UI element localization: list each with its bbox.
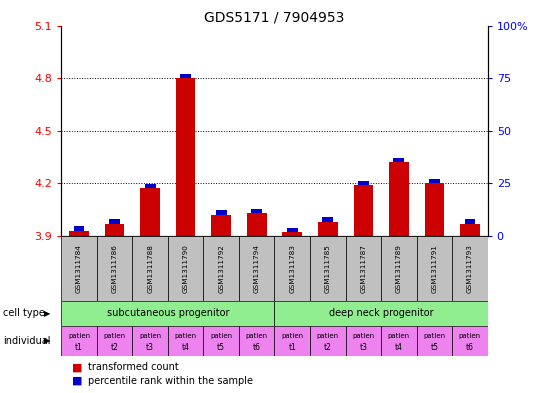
Bar (353, 185, 373, 236)
Text: patien: patien (210, 332, 232, 339)
Bar (132, 236, 168, 301)
Bar (239, 326, 274, 356)
Text: t1: t1 (288, 343, 296, 352)
Bar (176, 78, 196, 236)
Bar (69, 231, 89, 236)
Text: patien: patien (103, 332, 126, 339)
Bar (61, 326, 97, 356)
Bar (345, 326, 381, 356)
Bar (97, 236, 132, 301)
Text: GSM1311791: GSM1311791 (431, 244, 438, 293)
Bar (74, 226, 84, 231)
Bar (318, 222, 337, 236)
Bar (61, 301, 274, 326)
Bar (140, 189, 160, 236)
Text: t3: t3 (359, 343, 367, 352)
Text: t2: t2 (111, 343, 118, 352)
Bar (61, 236, 97, 301)
Bar (393, 158, 404, 162)
Bar (204, 236, 239, 301)
Bar (239, 236, 274, 301)
Bar (358, 181, 369, 185)
Text: t1: t1 (75, 343, 83, 352)
Text: patien: patien (317, 332, 339, 339)
Bar (109, 219, 120, 224)
Bar (216, 210, 227, 215)
Text: t5: t5 (217, 343, 225, 352)
Text: patien: patien (139, 332, 161, 339)
Bar (132, 326, 168, 356)
Text: GSM1311790: GSM1311790 (183, 244, 189, 293)
Bar (429, 179, 440, 183)
Text: GSM1311792: GSM1311792 (218, 244, 224, 293)
Text: GSM1311793: GSM1311793 (467, 244, 473, 293)
Bar (212, 215, 231, 236)
Bar (345, 236, 381, 301)
Bar (381, 236, 417, 301)
Text: patien: patien (352, 332, 374, 339)
Text: patien: patien (175, 332, 197, 339)
Text: t6: t6 (253, 343, 261, 352)
Bar (287, 228, 297, 232)
Text: ▶: ▶ (44, 309, 50, 318)
Bar (168, 236, 204, 301)
Text: subcutaneous progenitor: subcutaneous progenitor (107, 309, 229, 318)
Bar (105, 224, 124, 236)
Text: t6: t6 (466, 343, 474, 352)
Bar (97, 326, 132, 356)
Bar (168, 326, 204, 356)
Text: transformed count: transformed count (88, 362, 179, 372)
Text: GSM1311789: GSM1311789 (396, 244, 402, 293)
Bar (465, 219, 475, 224)
Text: patien: patien (459, 332, 481, 339)
Text: deep neck progenitor: deep neck progenitor (329, 309, 433, 318)
Bar (252, 209, 262, 213)
Text: GSM1311785: GSM1311785 (325, 244, 331, 293)
Text: percentile rank within the sample: percentile rank within the sample (88, 376, 253, 386)
Bar (389, 162, 409, 236)
Bar (274, 236, 310, 301)
Text: ■: ■ (72, 362, 83, 372)
Text: GSM1311783: GSM1311783 (289, 244, 295, 293)
Bar (460, 224, 480, 236)
Bar (417, 236, 452, 301)
Text: ▶: ▶ (44, 336, 50, 345)
Title: GDS5171 / 7904953: GDS5171 / 7904953 (204, 10, 345, 24)
Bar (180, 74, 191, 78)
Text: cell type: cell type (3, 309, 45, 318)
Text: GSM1311784: GSM1311784 (76, 244, 82, 293)
Text: GSM1311786: GSM1311786 (111, 244, 118, 293)
Text: ■: ■ (72, 376, 83, 386)
Bar (452, 236, 488, 301)
Text: patien: patien (423, 332, 446, 339)
Text: individual: individual (3, 336, 50, 346)
Bar (145, 184, 156, 189)
Text: patien: patien (388, 332, 410, 339)
Bar (247, 213, 266, 236)
Text: t3: t3 (146, 343, 154, 352)
Bar (417, 326, 452, 356)
Text: patien: patien (68, 332, 90, 339)
Text: GSM1311787: GSM1311787 (360, 244, 366, 293)
Text: t4: t4 (395, 343, 403, 352)
Text: patien: patien (281, 332, 303, 339)
Text: t4: t4 (182, 343, 190, 352)
Text: patien: patien (246, 332, 268, 339)
Bar (310, 236, 345, 301)
Text: GSM1311788: GSM1311788 (147, 244, 153, 293)
Text: t2: t2 (324, 343, 332, 352)
Bar (274, 326, 310, 356)
Bar (204, 326, 239, 356)
Bar (452, 326, 488, 356)
Bar (381, 326, 417, 356)
Bar (310, 326, 345, 356)
Bar (425, 183, 444, 236)
Bar (274, 301, 488, 326)
Text: GSM1311794: GSM1311794 (254, 244, 260, 293)
Bar (322, 217, 333, 222)
Bar (282, 232, 302, 236)
Text: t5: t5 (430, 343, 439, 352)
